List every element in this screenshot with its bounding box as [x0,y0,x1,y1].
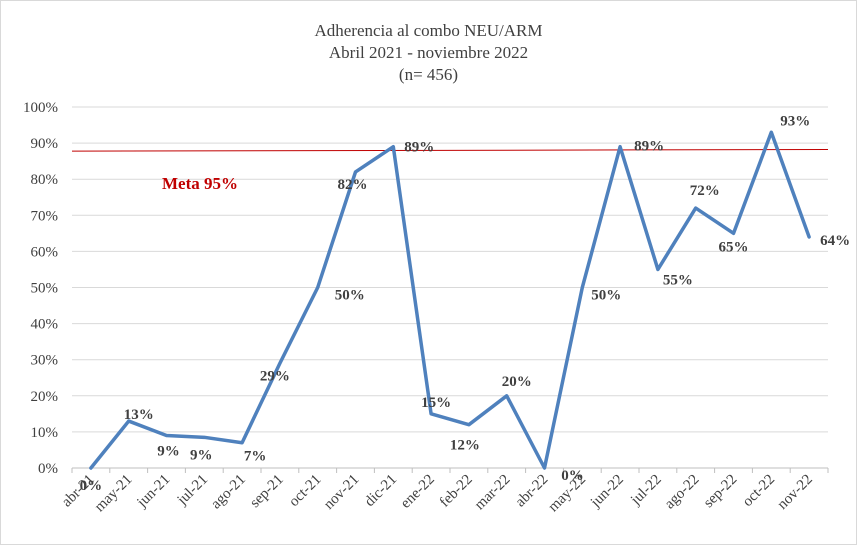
chart-subtitle: Abril 2021 - noviembre 2022 [328,43,529,62]
data-label: 55% [663,272,693,288]
data-label: 9% [190,447,213,463]
data-label: 7% [244,449,267,465]
y-tick-label: 10% [31,425,59,441]
chart-title: Adherencia al combo NEU/ARM [314,21,543,40]
x-tick-label: nov-22 [775,472,816,513]
data-label: 93% [780,113,810,129]
target-line [71,149,829,152]
y-tick-label: 20% [31,389,59,405]
data-label: 0% [561,468,584,484]
y-tick-label: 60% [31,244,59,260]
x-tick-label: oct-21 [286,472,324,510]
x-tick-label: nov-21 [321,472,362,513]
target-line-group: Meta 95% [71,149,829,193]
data-label: 64% [820,233,850,249]
data-label: 89% [404,140,434,156]
x-tick-label: ago-22 [662,472,703,513]
data-labels: 0% 13% 9% 9% 7% 29% 50% 82% 89% 15% 12% 20% 0% 50% 89%… [80,113,850,494]
y-tick-label: 40% [31,317,59,333]
data-label: 20% [502,374,532,390]
x-tick-label: jun-22 [587,472,627,512]
data-label: 65% [719,239,749,255]
data-label: 15% [421,395,451,411]
data-label: 50% [591,288,621,304]
x-tick-label: feb-22 [437,472,476,511]
gridlines [71,106,829,473]
x-tick-label: sep-22 [701,472,741,512]
data-label: 0% [80,478,103,494]
data-label: 72% [690,183,720,199]
x-tick-label: oct-22 [740,472,778,510]
data-label: 9% [157,444,180,460]
chart-sample-size: (n= 456) [398,65,459,84]
data-label: 12% [450,438,480,454]
x-tick-label: ago-21 [208,472,249,513]
y-tick-label: 80% [31,172,59,188]
y-tick-label: 70% [31,208,59,224]
x-tick-label: jul-21 [174,472,211,509]
y-tick-label: 90% [31,136,59,152]
data-label: 89% [634,139,664,155]
data-label: 13% [124,407,154,423]
data-label: 50% [335,288,365,304]
y-tick-label: 30% [31,353,59,369]
x-tick-label: mar-22 [472,472,514,514]
x-tick-label: sep-21 [247,472,287,512]
y-tick-label: 50% [31,281,59,297]
data-label: 82% [338,177,368,193]
y-tick-label: 100% [23,100,58,116]
target-label: Meta 95% [162,174,238,193]
x-tick-label: jun-21 [134,472,174,512]
x-tick-label: ene-22 [398,472,438,512]
x-tick-label: dic-21 [362,472,400,510]
y-tick-label: 0% [38,461,58,477]
x-tick-label: jul-22 [627,472,664,509]
y-axis-labels: 0% 10% 20% 30% 40% 50% 60% 70% 80% 90% 100% [23,100,58,477]
series-line-group [89,130,811,470]
series-line [89,130,811,470]
data-label: 29% [260,368,290,384]
